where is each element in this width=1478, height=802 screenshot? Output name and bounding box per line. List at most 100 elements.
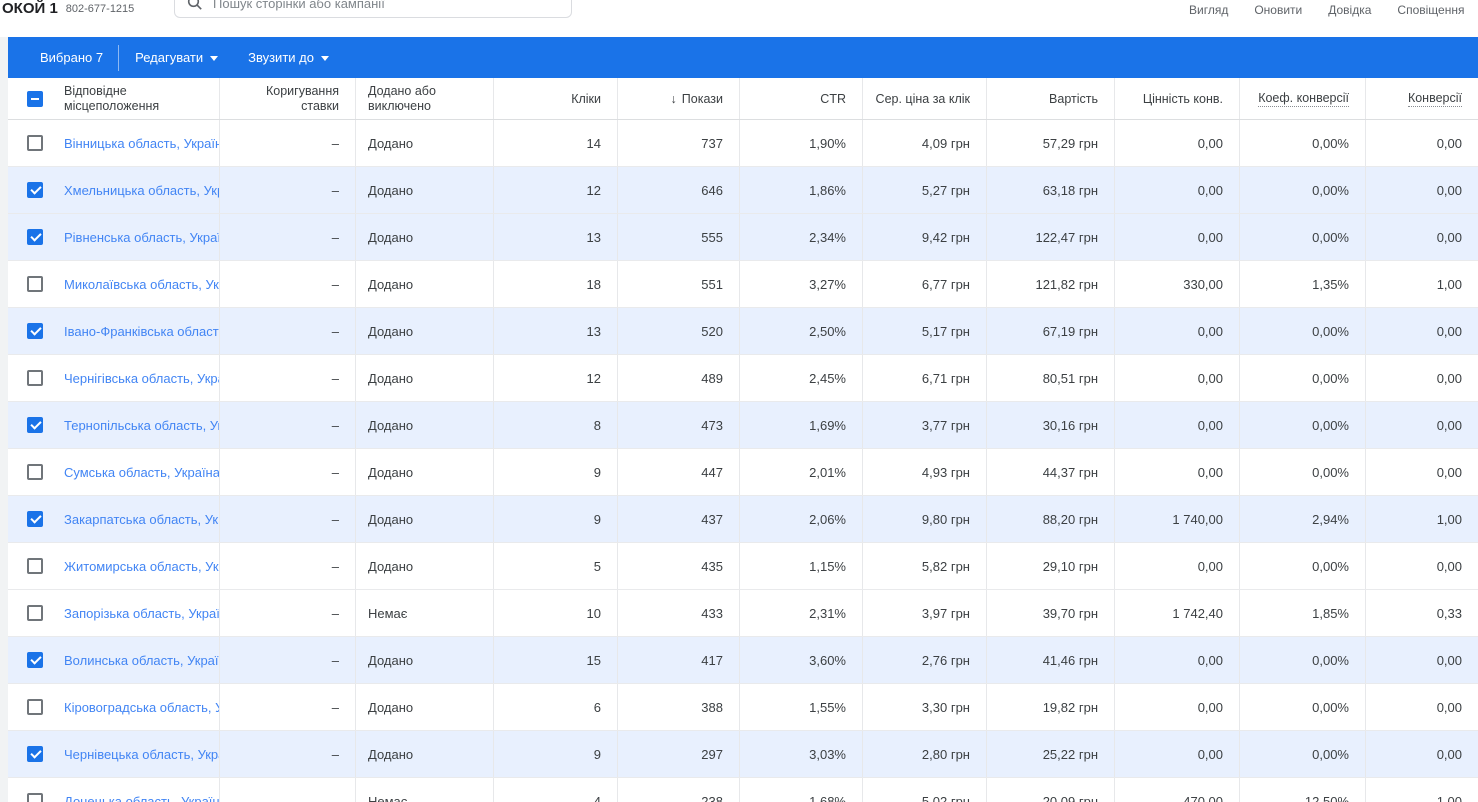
location-link[interactable]: Вінницька область, Україна [64,135,219,151]
edit-button[interactable]: Редагувати [135,50,219,65]
header-clicks[interactable]: Кліки [494,78,618,119]
conversions-cell: 0,00 [1436,182,1462,198]
row-checkbox[interactable] [27,229,43,245]
location-link[interactable]: Хмельницька область, Украї… [64,182,219,198]
ctr-cell: 2,50% [740,308,863,354]
location-cell: Донецька область, Україна [8,778,220,802]
location-link[interactable]: Рівненська область, Україна [64,229,219,245]
header-cost[interactable]: Вартість [987,78,1115,119]
avg-cpc-cell: 3,30 грн [863,684,987,730]
table-row[interactable]: Закарпатська область, Украї… – Додано 9 … [8,496,1478,543]
header-avg-cpc[interactable]: Сер. ціна за клік [863,78,987,119]
location-link[interactable]: Івано-Франківська область, … [64,323,219,339]
table-row[interactable]: Вінницька область, Україна – Додано 14 7… [8,120,1478,167]
clicks-cell: 10 [494,590,618,636]
location-link[interactable]: Запорізька область, Україна [64,605,219,621]
row-checkbox[interactable] [27,182,43,198]
account-info[interactable]: ОКОЙ 1 802-677-1215 [2,0,134,17]
location-link[interactable]: Миколаївська область, Украї… [64,276,219,292]
table-row[interactable]: Тернопільська область, Укра… – Додано 8 … [8,402,1478,449]
added-excluded-cell: Додано [356,355,494,401]
location-cell: Чернівецька область, Україна [8,731,220,777]
table-row[interactable]: Житомирська область, Украї… – Додано 5 4… [8,543,1478,590]
menu-view[interactable]: Вигляд [1189,3,1229,17]
table-row[interactable]: Волинська область, Україна – Додано 15 4… [8,637,1478,684]
row-checkbox[interactable] [27,605,43,621]
location-cell: Кіровоградська область, Укр… [8,684,220,730]
location-link[interactable]: Сумська область, Україна [64,464,219,480]
added-excluded-cell: Додано [356,731,494,777]
location-link[interactable]: Чернівецька область, Україна [64,746,219,762]
header-conversions[interactable]: Конверсії [1407,90,1462,107]
header-ctr[interactable]: CTR [740,78,863,119]
row-checkbox[interactable] [27,276,43,292]
conversions-cell: 1,00 [1436,276,1462,292]
row-checkbox[interactable] [27,464,43,480]
conversions-cell: 0,00 [1436,370,1462,386]
conv-value-cell: 0,00 [1115,684,1240,730]
narrow-to-button[interactable]: Звузити до [248,50,329,65]
impressions-cell: 646 [618,167,740,213]
impressions-cell: 520 [618,308,740,354]
avg-cpc-cell: 5,02 грн [863,778,987,802]
menu-notifications[interactable]: Сповіщення [1397,3,1465,17]
header-conv-value[interactable]: Цінність конв. [1115,78,1240,119]
conv-value-cell: 0,00 [1115,308,1240,354]
location-link[interactable]: Кіровоградська область, Укр… [64,699,219,715]
cost-cell: 67,19 грн [987,308,1115,354]
location-link[interactable]: Тернопільська область, Укра… [64,417,219,433]
table-row[interactable]: Чернігівська область, Україна – Додано 1… [8,355,1478,402]
row-checkbox[interactable] [27,417,43,433]
table-row[interactable]: Миколаївська область, Украї… – Додано 18… [8,261,1478,308]
cost-cell: 30,16 грн [987,402,1115,448]
menu-help[interactable]: Довідка [1328,3,1372,17]
cost-cell: 80,51 грн [987,355,1115,401]
header-bid-adjustment[interactable]: Коригування ставки [220,78,356,119]
row-checkbox[interactable] [27,323,43,339]
cost-cell: 20,09 грн [987,778,1115,802]
avg-cpc-cell: 6,77 грн [863,261,987,307]
location-link[interactable]: Чернігівська область, Україна [64,370,219,386]
conv-rate-cell: 0,00% [1240,543,1366,589]
select-all-checkbox[interactable] [27,90,43,107]
row-checkbox[interactable] [27,135,43,151]
narrow-caret-down-icon [320,55,329,61]
conv-value-cell: 0,00 [1115,167,1240,213]
table-row[interactable]: Івано-Франківська область, … – Додано 13… [8,308,1478,355]
location-link[interactable]: Закарпатська область, Украї… [64,511,219,527]
location-link[interactable]: Житомирська область, Украї… [64,558,219,574]
table-row[interactable]: Донецька область, Україна – Немає 4 238 … [8,778,1478,802]
row-checkbox[interactable] [27,699,43,715]
table-row[interactable]: Рівненська область, Україна – Додано 13 … [8,214,1478,261]
table-row[interactable]: Запорізька область, Україна – Немає 10 4… [8,590,1478,637]
location-link[interactable]: Донецька область, Україна [64,793,219,802]
added-excluded-cell: Немає [356,778,494,802]
location-cell: Хмельницька область, Украї… [8,167,220,213]
row-checkbox[interactable] [27,370,43,386]
header-location: Відповідне місцеположення [8,78,220,119]
table-row[interactable]: Сумська область, Україна – Додано 9 447 … [8,449,1478,496]
table-row[interactable]: Кіровоградська область, Укр… – Додано 6 … [8,684,1478,731]
location-link[interactable]: Волинська область, Україна [64,652,219,668]
table-row[interactable]: Чернівецька область, Україна – Додано 9 … [8,731,1478,778]
table-row[interactable]: Хмельницька область, Украї… – Додано 12 … [8,167,1478,214]
row-checkbox[interactable] [27,793,43,802]
row-checkbox[interactable] [27,558,43,574]
header-added-excluded[interactable]: Додано або виключено [356,78,494,119]
header-impressions[interactable]: ↓ Покази [618,78,740,119]
ctr-cell: 1,15% [740,543,863,589]
row-checkbox[interactable] [27,511,43,527]
header-conv-rate[interactable]: Коеф. конверсії [1240,78,1366,119]
impressions-cell: 297 [618,731,740,777]
row-checkbox[interactable] [27,652,43,668]
search-box[interactable] [174,0,572,18]
conv-rate-cell: 0,00% [1240,214,1366,260]
row-checkbox[interactable] [27,746,43,762]
search-input[interactable] [213,0,571,11]
cost-cell: 63,18 грн [987,167,1115,213]
conv-value-cell: 0,00 [1115,402,1240,448]
header-location-label[interactable]: Відповідне місцеположення [64,83,160,113]
ctr-cell: 2,45% [740,355,863,401]
location-cell: Сумська область, Україна [8,449,220,495]
menu-refresh[interactable]: Оновити [1254,3,1303,17]
